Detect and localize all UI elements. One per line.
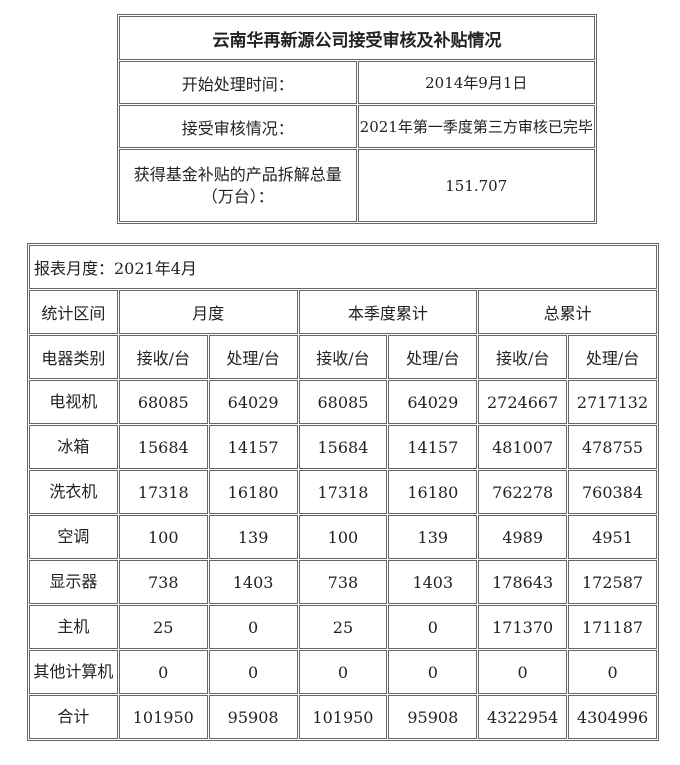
value-cell: 17318	[298, 470, 388, 514]
value-cell: 16180	[208, 470, 298, 514]
sub-header: 接收/台	[478, 335, 568, 379]
value-cell: 171187	[568, 605, 657, 649]
sub-header: 接收/台	[298, 335, 388, 379]
value-cell: 762278	[478, 470, 568, 514]
value-cell: 178643	[478, 560, 568, 604]
value-cell: 4951	[568, 515, 657, 559]
value-cell: 172587	[568, 560, 657, 604]
value-cell: 0	[208, 605, 298, 649]
category-name: 冰箱	[29, 425, 118, 469]
category-header: 电器类别	[29, 335, 118, 379]
value-cell: 4304996	[568, 695, 657, 739]
value-cell: 1403	[388, 560, 478, 604]
value-cell: 481007	[478, 425, 568, 469]
value-cell: 95908	[388, 695, 478, 739]
subsidy-total-label: 获得基金补贴的产品拆解总量（万台）：	[119, 149, 357, 222]
group-header-quarter: 本季度累计	[298, 290, 478, 334]
value-cell: 14157	[208, 425, 298, 469]
table-row: 主机 25 0 25 0 171370 171187	[29, 605, 657, 649]
sub-header: 处理/台	[208, 335, 298, 379]
value-cell: 0	[298, 650, 388, 694]
period-header: 统计区间	[29, 290, 118, 334]
value-cell: 4322954	[478, 695, 568, 739]
value-cell: 2724667	[478, 380, 568, 424]
category-name: 合计	[29, 695, 118, 739]
table-row: 空调 100 139 100 139 4989 4951	[29, 515, 657, 559]
table-row: 冰箱 15684 14157 15684 14157 481007 478755	[29, 425, 657, 469]
table-row: 电视机 68085 64029 68085 64029 2724667 2717132	[29, 380, 657, 424]
table-row: 其他计算机 0 0 0 0 0 0	[29, 650, 657, 694]
category-name: 洗衣机	[29, 470, 118, 514]
value-cell: 2717132	[568, 380, 657, 424]
value-cell: 68085	[118, 380, 208, 424]
group-header-monthly: 月度	[118, 290, 298, 334]
value-cell: 17318	[118, 470, 208, 514]
value-cell: 101950	[298, 695, 388, 739]
table-row: 洗衣机 17318 16180 17318 16180 762278 760384	[29, 470, 657, 514]
audit-status-label: 接受审核情况：	[119, 105, 357, 148]
sub-header: 处理/台	[568, 335, 657, 379]
value-cell: 100	[298, 515, 388, 559]
value-cell: 0	[478, 650, 568, 694]
category-name: 空调	[29, 515, 118, 559]
category-name: 其他计算机	[29, 650, 118, 694]
summary-table: 云南华再新源公司接受审核及补贴情况 开始处理时间： 2014年9月1日 接受审核…	[117, 14, 597, 224]
value-cell: 14157	[388, 425, 478, 469]
category-name: 主机	[29, 605, 118, 649]
audit-status-value: 2021年第一季度第三方审核已完毕	[357, 105, 595, 148]
group-header-total: 总累计	[478, 290, 657, 334]
value-cell: 0	[568, 650, 657, 694]
report-table: 报表月度：2021年4月 统计区间 月度 本季度累计 总累计 电器类别 接收/台…	[27, 243, 659, 741]
report-month: 报表月度：2021年4月	[29, 245, 657, 289]
value-cell: 738	[118, 560, 208, 604]
value-cell: 100	[118, 515, 208, 559]
table-row: 合计 101950 95908 101950 95908 4322954 4304996	[29, 695, 657, 739]
value-cell: 0	[208, 650, 298, 694]
value-cell: 25	[298, 605, 388, 649]
value-cell: 16180	[388, 470, 478, 514]
start-time-label: 开始处理时间：	[119, 61, 357, 104]
value-cell: 0	[388, 650, 478, 694]
value-cell: 15684	[298, 425, 388, 469]
value-cell: 64029	[208, 380, 298, 424]
value-cell: 101950	[118, 695, 208, 739]
start-time-value: 2014年9月1日	[357, 61, 595, 104]
value-cell: 738	[298, 560, 388, 604]
category-name: 电视机	[29, 380, 118, 424]
value-cell: 95908	[208, 695, 298, 739]
value-cell: 25	[118, 605, 208, 649]
value-cell: 139	[388, 515, 478, 559]
sub-header: 处理/台	[388, 335, 478, 379]
value-cell: 4989	[478, 515, 568, 559]
summary-title: 云南华再新源公司接受审核及补贴情况	[119, 16, 595, 60]
value-cell: 64029	[388, 380, 478, 424]
value-cell: 0	[118, 650, 208, 694]
value-cell: 171370	[478, 605, 568, 649]
value-cell: 478755	[568, 425, 657, 469]
subsidy-total-value: 151.707	[357, 149, 595, 222]
value-cell: 68085	[298, 380, 388, 424]
value-cell: 15684	[118, 425, 208, 469]
value-cell: 0	[388, 605, 478, 649]
value-cell: 760384	[568, 470, 657, 514]
value-cell: 139	[208, 515, 298, 559]
table-row: 显示器 738 1403 738 1403 178643 172587	[29, 560, 657, 604]
value-cell: 1403	[208, 560, 298, 604]
sub-header: 接收/台	[118, 335, 208, 379]
category-name: 显示器	[29, 560, 118, 604]
